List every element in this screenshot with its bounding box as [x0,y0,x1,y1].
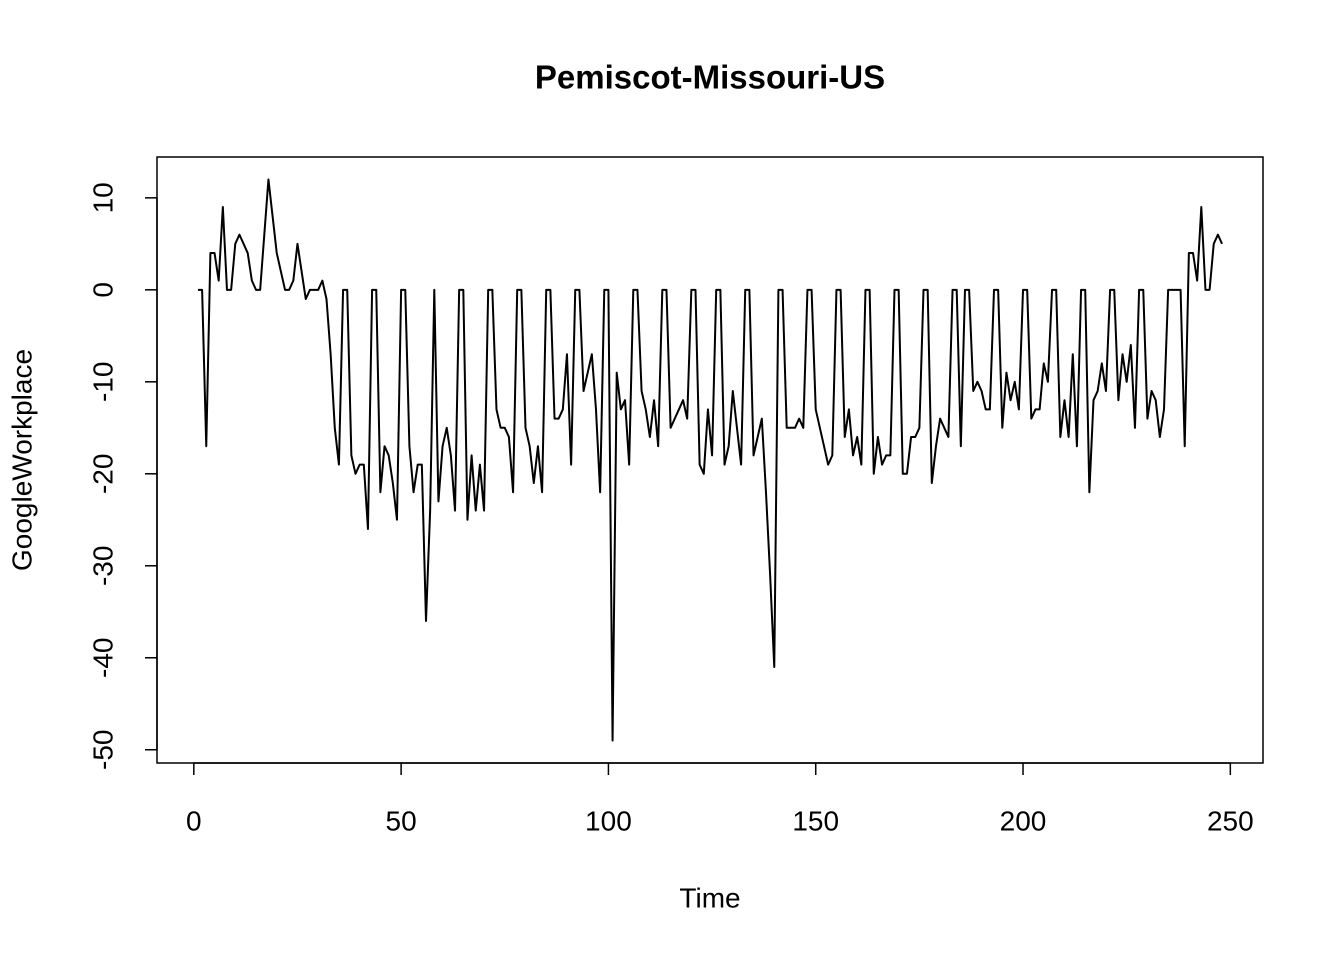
y-tick-label: 0 [87,282,118,298]
x-tick-label: 50 [386,805,417,836]
data-line [197,178,1223,742]
x-tick-label: 150 [792,805,839,836]
x-tick-label: 0 [186,805,202,836]
x-tick-label: 200 [1000,805,1047,836]
y-tick-label: -10 [87,362,118,402]
x-tick-label: 100 [585,805,632,836]
x-axis-label: Time [679,882,740,913]
y-tick-label: -30 [87,546,118,586]
chart-title: Pemiscot-Missouri-US [535,59,885,96]
y-tick-label: 10 [87,182,118,213]
y-tick-label: -50 [87,730,118,770]
y-axis-label: GoogleWorkplace [6,349,37,571]
plot-frame [156,156,1264,764]
y-tick-label: -20 [87,454,118,494]
x-tick-label: 250 [1207,805,1254,836]
y-tick-label: -40 [87,638,118,678]
